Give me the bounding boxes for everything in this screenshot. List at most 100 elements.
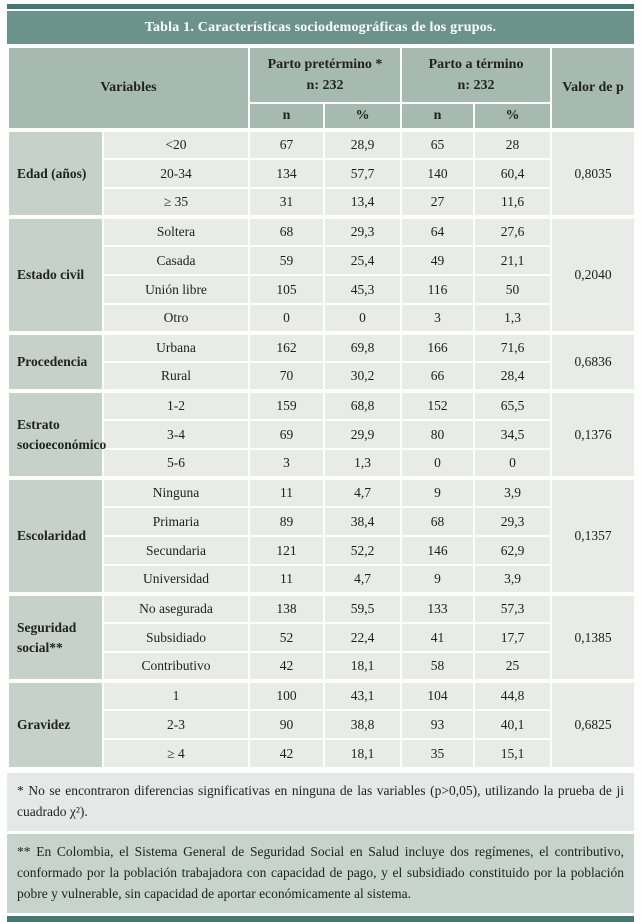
preterm-n-cell: 31 bbox=[248, 187, 325, 218]
term-n-cell: 116 bbox=[400, 274, 476, 305]
preterm-percent-cell: 38,8 bbox=[322, 709, 403, 740]
top-accent-rule bbox=[7, 4, 634, 9]
term-percent-cell: 1,3 bbox=[473, 303, 553, 334]
preterm-n-cell: 67 bbox=[248, 128, 325, 160]
term-percent-cell: 25 bbox=[473, 651, 553, 682]
term-n-cell: 35 bbox=[400, 738, 476, 769]
term-percent-cell: 17,7 bbox=[473, 622, 553, 653]
preterm-n-cell: 11 bbox=[248, 564, 325, 595]
category-cell: 1-2 bbox=[102, 389, 250, 421]
bottom-accent-rule bbox=[7, 915, 634, 922]
table-row: Contributivo 42 18,1 58 25 bbox=[8, 651, 635, 682]
term-n-cell: 49 bbox=[400, 245, 476, 276]
term-n-cell: 9 bbox=[400, 476, 476, 508]
table-row: Rural 70 30,2 66 28,4 bbox=[8, 361, 635, 392]
table-row: 5-6 3 1,3 0 0 bbox=[8, 448, 635, 479]
term-group-header: Parto a término n: 232 bbox=[400, 46, 553, 104]
term-n-subheader: n bbox=[400, 102, 476, 131]
category-cell: ≥ 4 bbox=[102, 738, 250, 769]
preterm-n-cell: 42 bbox=[248, 651, 325, 682]
category-cell: ≥ 35 bbox=[102, 187, 250, 218]
term-percent-cell: 65,5 bbox=[473, 389, 553, 421]
preterm-percent-cell: 22,4 bbox=[322, 622, 403, 653]
category-cell: Secundaria bbox=[102, 535, 250, 566]
table-row: 2-3 90 38,8 93 40,1 bbox=[8, 709, 635, 740]
category-cell: 1 bbox=[102, 679, 250, 711]
term-percent-cell: 0 bbox=[473, 448, 553, 479]
category-cell: Otro bbox=[102, 303, 250, 334]
preterm-percent-cell: 25,4 bbox=[322, 245, 403, 276]
variable-name-cell: Seguridad social** bbox=[7, 592, 104, 682]
variable-name-cell: Procedencia bbox=[7, 331, 104, 392]
preterm-n-cell: 70 bbox=[248, 361, 325, 392]
term-n-cell: 166 bbox=[400, 331, 476, 363]
preterm-n-cell: 68 bbox=[248, 215, 325, 247]
preterm-percent-cell: 18,1 bbox=[322, 651, 403, 682]
preterm-n-cell: 105 bbox=[248, 274, 325, 305]
table-row: Casada 59 25,4 49 21,1 bbox=[8, 245, 635, 276]
preterm-percent-cell: 30,2 bbox=[322, 361, 403, 392]
table-title: Tabla 1. Características sociodemográfic… bbox=[7, 11, 634, 44]
p-value-cell: 0,2040 bbox=[550, 215, 637, 334]
category-cell: <20 bbox=[102, 128, 250, 160]
preterm-n-cell: 52 bbox=[248, 622, 325, 653]
variable-name-cell: Gravidez bbox=[7, 679, 104, 769]
term-n-cell: 65 bbox=[400, 128, 476, 160]
category-cell: Unión libre bbox=[102, 274, 250, 305]
category-cell: 3-4 bbox=[102, 419, 250, 450]
category-cell: Soltera bbox=[102, 215, 250, 247]
term-percent-cell: 29,3 bbox=[473, 506, 553, 537]
preterm-group-header: Parto pretérmino * n: 232 bbox=[247, 46, 403, 104]
table-row: 20-34 134 57,7 140 60,4 bbox=[8, 158, 635, 189]
term-percent-cell: 40,1 bbox=[473, 709, 553, 740]
category-cell: No asegurada bbox=[102, 592, 250, 624]
preterm-percent-cell: 29,9 bbox=[322, 419, 403, 450]
preterm-n-cell: 121 bbox=[248, 535, 325, 566]
term-group-n: n: 232 bbox=[457, 78, 495, 93]
term-percent-cell: 71,6 bbox=[473, 331, 553, 363]
table-row: Procedencia Urbana 162 69,8 166 71,6 0,6836 bbox=[7, 331, 637, 392]
term-percent-cell: 60,4 bbox=[473, 158, 553, 189]
preterm-percent-cell: 59,5 bbox=[322, 592, 403, 624]
category-cell: Subsidiado bbox=[102, 622, 250, 653]
preterm-percent-cell: 13,4 bbox=[322, 187, 403, 218]
table-row: ≥ 4 42 18,1 35 15,1 bbox=[8, 738, 635, 769]
preterm-n-cell: 89 bbox=[248, 506, 325, 537]
term-n-cell: 152 bbox=[400, 389, 476, 421]
preterm-percent-cell: 4,7 bbox=[322, 476, 403, 508]
term-percent-cell: 3,9 bbox=[473, 476, 553, 508]
p-value-cell: 0,8035 bbox=[550, 128, 637, 218]
term-n-cell: 104 bbox=[400, 679, 476, 711]
preterm-n-cell: 59 bbox=[248, 245, 325, 276]
category-cell: Primaria bbox=[102, 506, 250, 537]
preterm-percent-cell: 68,8 bbox=[322, 389, 403, 421]
term-percent-cell: 57,3 bbox=[473, 592, 553, 624]
table-row: Otro 0 0 3 1,3 bbox=[8, 303, 635, 334]
term-percent-cell: 27,6 bbox=[473, 215, 553, 247]
variables-column-header: Variables bbox=[7, 46, 250, 131]
p-value-cell: 0,6825 bbox=[550, 679, 637, 769]
term-n-cell: 68 bbox=[400, 506, 476, 537]
preterm-percent-cell: 29,3 bbox=[322, 215, 403, 247]
table-row: Escolaridad Ninguna 11 4,7 9 3,9 0,1357 bbox=[7, 476, 637, 595]
term-n-cell: 64 bbox=[400, 215, 476, 247]
preterm-percent-subheader: % bbox=[322, 102, 403, 131]
term-percent-cell: 34,5 bbox=[473, 419, 553, 450]
term-n-cell: 0 bbox=[400, 448, 476, 479]
preterm-n-cell: 159 bbox=[248, 389, 325, 421]
preterm-n-cell: 162 bbox=[248, 331, 325, 363]
category-cell: Contributivo bbox=[102, 651, 250, 682]
footnote-chi-square: * No se encontraron diferencias signific… bbox=[7, 773, 634, 831]
preterm-percent-cell: 28,9 bbox=[322, 128, 403, 160]
table-row: Secundaria 121 52,2 146 62,9 bbox=[8, 535, 635, 566]
preterm-n-cell: 138 bbox=[248, 592, 325, 624]
table-row: Universidad 11 4,7 9 3,9 bbox=[8, 564, 635, 595]
table-row: Estado civil Soltera 68 29,3 64 27,6 0,2040 bbox=[7, 215, 637, 334]
term-percent-cell: 3,9 bbox=[473, 564, 553, 595]
preterm-n-cell: 11 bbox=[248, 476, 325, 508]
p-value-cell: 0,1376 bbox=[550, 389, 637, 479]
term-n-cell: 146 bbox=[400, 535, 476, 566]
term-percent-subheader: % bbox=[473, 102, 553, 131]
table-row: Primaria 89 38,4 68 29,3 bbox=[8, 506, 635, 537]
